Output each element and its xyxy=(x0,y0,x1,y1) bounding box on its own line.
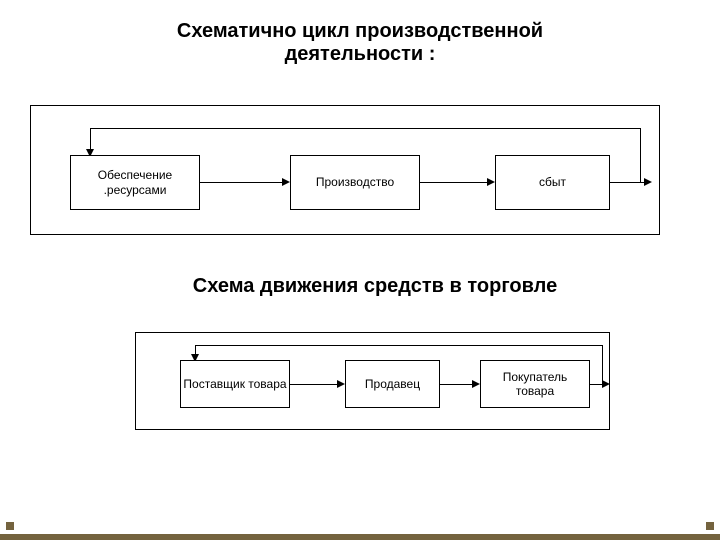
d1-right-v xyxy=(640,128,641,182)
node-sales: сбыт xyxy=(495,155,610,210)
node-resources: Обеспечение .ресурсами xyxy=(70,155,200,210)
diagram1-title: Схематично цикл производственной деятель… xyxy=(120,20,600,66)
d1-edge-1-2-arrow xyxy=(282,178,290,186)
node-buyer: Покупатель товара xyxy=(480,360,590,408)
bottom-sq-right xyxy=(706,522,714,530)
diagram2-title: Схема движения средств в торговле xyxy=(140,275,610,298)
d2-edge-3-out-arrow xyxy=(602,380,610,388)
d2-edge-2-3 xyxy=(440,384,474,385)
d2-edge-1-2 xyxy=(290,384,339,385)
node-sales-label: сбыт xyxy=(539,175,566,189)
node-buyer-label: Покупатель товара xyxy=(483,370,587,399)
d1-feedback-h xyxy=(90,128,640,129)
node-supplier-label: Поставщик товара xyxy=(183,377,286,391)
node-seller: Продавец xyxy=(345,360,440,408)
d2-edge-2-3-arrow xyxy=(472,380,480,388)
d2-feedback-h xyxy=(195,345,602,346)
bottom-accent xyxy=(0,534,720,540)
d2-right-v xyxy=(602,345,603,384)
node-resources-label: Обеспечение .ресурсами xyxy=(73,168,197,197)
d1-edge-1-2 xyxy=(200,182,284,183)
d1-edge-3-out xyxy=(610,182,646,183)
node-supplier: Поставщик товара xyxy=(180,360,290,408)
d1-edge-2-3 xyxy=(420,182,489,183)
node-production-label: Производство xyxy=(316,175,394,189)
d1-edge-2-3-arrow xyxy=(487,178,495,186)
node-production: Производство xyxy=(290,155,420,210)
bottom-sq-left xyxy=(6,522,14,530)
d2-edge-1-2-arrow xyxy=(337,380,345,388)
node-seller-label: Продавец xyxy=(365,377,420,391)
d1-edge-3-out-arrow xyxy=(644,178,652,186)
